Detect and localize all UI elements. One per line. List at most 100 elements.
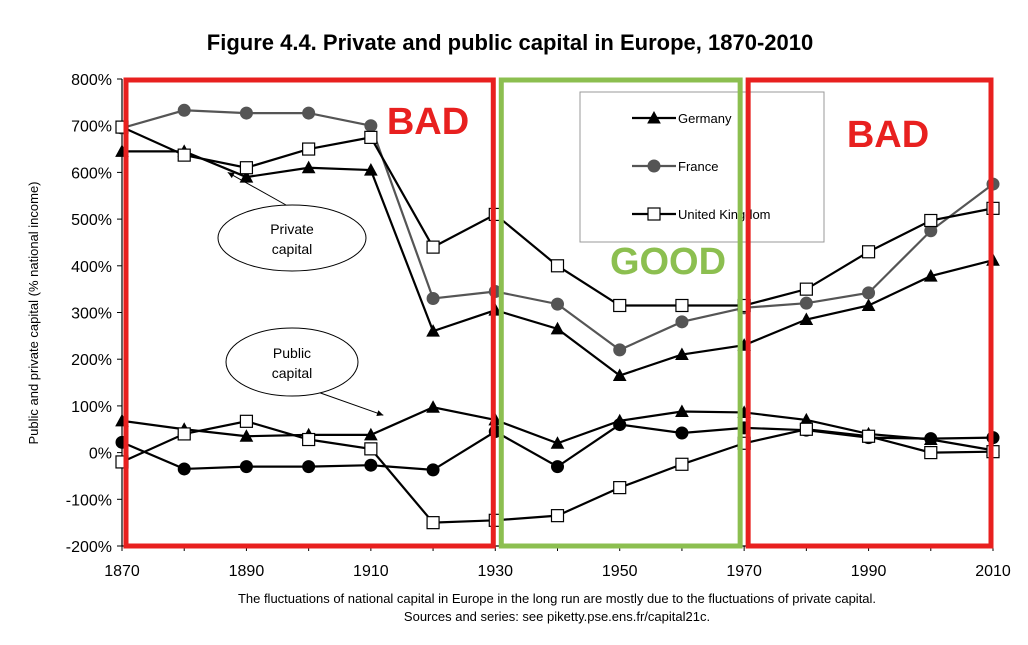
data-point bbox=[177, 462, 191, 476]
data-point bbox=[550, 321, 565, 335]
data-point bbox=[239, 106, 253, 120]
data-point bbox=[924, 446, 938, 460]
data-point bbox=[551, 297, 564, 311]
data-point bbox=[302, 460, 316, 474]
data-point bbox=[364, 119, 378, 133]
data-point bbox=[647, 110, 661, 124]
legend-label: France bbox=[678, 159, 718, 174]
data-point bbox=[177, 103, 191, 117]
annotation-bubble bbox=[217, 204, 367, 272]
data-point bbox=[612, 368, 627, 382]
data-point bbox=[924, 432, 938, 446]
data-point bbox=[924, 213, 938, 228]
data-point bbox=[239, 161, 254, 175]
y-tick-label: 800% bbox=[71, 72, 112, 89]
region-box bbox=[498, 77, 743, 549]
y-tick-label: -100% bbox=[66, 492, 112, 509]
annotation-pointer bbox=[227, 171, 287, 206]
y-tick-label: 600% bbox=[71, 165, 112, 182]
annotation-text: Private bbox=[270, 221, 314, 237]
x-tick-label: 1990 bbox=[851, 563, 887, 580]
annotation-arrowhead bbox=[376, 410, 384, 417]
series-germany-private-capital bbox=[115, 144, 1000, 382]
y-tick-label: 500% bbox=[71, 212, 112, 229]
data-point bbox=[675, 404, 689, 418]
data-point bbox=[426, 516, 440, 530]
y-axis-label: Public and private capital (% national i… bbox=[26, 181, 41, 444]
data-point bbox=[675, 315, 689, 329]
data-point bbox=[613, 343, 627, 357]
annotation-text: capital bbox=[272, 241, 312, 257]
data-point bbox=[861, 245, 876, 259]
y-tick-label: 400% bbox=[71, 259, 112, 276]
data-point bbox=[239, 170, 254, 183]
data-point bbox=[364, 130, 378, 144]
data-point bbox=[799, 282, 813, 296]
y-tick-label: 200% bbox=[71, 352, 112, 369]
data-point bbox=[239, 414, 254, 428]
data-point bbox=[301, 160, 316, 174]
data-point bbox=[861, 298, 876, 311]
annotation-text: Public bbox=[273, 345, 311, 361]
data-point bbox=[239, 460, 253, 474]
data-point bbox=[675, 298, 689, 313]
plot-area: 800% 700% 600% 500% 400% 300% 200% 100% 0% -100% -… bbox=[66, 72, 1011, 580]
region-label: BAD bbox=[387, 101, 469, 143]
y-tick-label: 100% bbox=[71, 399, 112, 416]
data-point bbox=[426, 400, 440, 413]
legend-item: France bbox=[632, 159, 718, 174]
data-point bbox=[551, 460, 564, 474]
data-point bbox=[302, 142, 316, 156]
data-point bbox=[613, 418, 627, 432]
data-point bbox=[426, 291, 440, 305]
x-tick-label: 1930 bbox=[477, 563, 513, 580]
x-tick-label: 1970 bbox=[726, 563, 762, 580]
data-point bbox=[302, 432, 316, 447]
data-point bbox=[613, 481, 627, 495]
x-tick-label: 1910 bbox=[353, 563, 389, 580]
data-point bbox=[675, 457, 689, 471]
y-tick-label: 0% bbox=[89, 446, 112, 463]
region-box bbox=[745, 77, 994, 549]
footnote-line-2: Sources and series: see piketty.pse.ens.… bbox=[404, 609, 710, 624]
data-point bbox=[426, 324, 440, 337]
data-point bbox=[799, 312, 814, 326]
footnote: The fluctuations of national capital in … bbox=[238, 591, 876, 624]
annotation-callout: Public capital bbox=[225, 327, 384, 417]
legend-item: Germany bbox=[632, 110, 732, 126]
data-point bbox=[302, 106, 316, 120]
x-tick-label: 1890 bbox=[229, 563, 265, 580]
data-point bbox=[550, 259, 565, 273]
data-point bbox=[613, 298, 627, 313]
legend: Germany France United Kingdom bbox=[579, 91, 825, 243]
annotation-callout: Private capital bbox=[217, 171, 367, 272]
data-point bbox=[177, 148, 191, 162]
annotation-text: capital bbox=[272, 365, 312, 381]
data-point bbox=[799, 422, 813, 436]
data-point bbox=[861, 429, 876, 443]
footnote-line-1: The fluctuations of national capital in … bbox=[238, 591, 876, 606]
y-tick-label: -200% bbox=[66, 539, 112, 556]
data-point bbox=[550, 436, 565, 449]
data-point bbox=[177, 427, 191, 441]
x-tick-label: 2010 bbox=[975, 563, 1011, 580]
data-point bbox=[426, 240, 440, 254]
annotation-pointer bbox=[311, 389, 384, 416]
chart-title: Figure 4.4. Private and public capital i… bbox=[207, 30, 813, 55]
data-point bbox=[923, 269, 938, 282]
data-point bbox=[364, 427, 378, 441]
data-point bbox=[364, 442, 378, 456]
region-overlays: BAD GOOD BAD bbox=[123, 77, 994, 549]
region-label: BAD bbox=[847, 114, 929, 156]
data-point bbox=[799, 296, 813, 310]
annotation-arrowhead bbox=[227, 172, 235, 179]
region-box bbox=[123, 77, 496, 549]
legend-label: Germany bbox=[678, 111, 732, 126]
series-germany-public-capital bbox=[115, 400, 1000, 456]
data-point bbox=[647, 207, 661, 221]
legend-label: United Kingdom bbox=[678, 207, 771, 222]
data-point bbox=[647, 159, 661, 173]
data-point bbox=[239, 429, 254, 442]
data-point bbox=[364, 163, 378, 176]
